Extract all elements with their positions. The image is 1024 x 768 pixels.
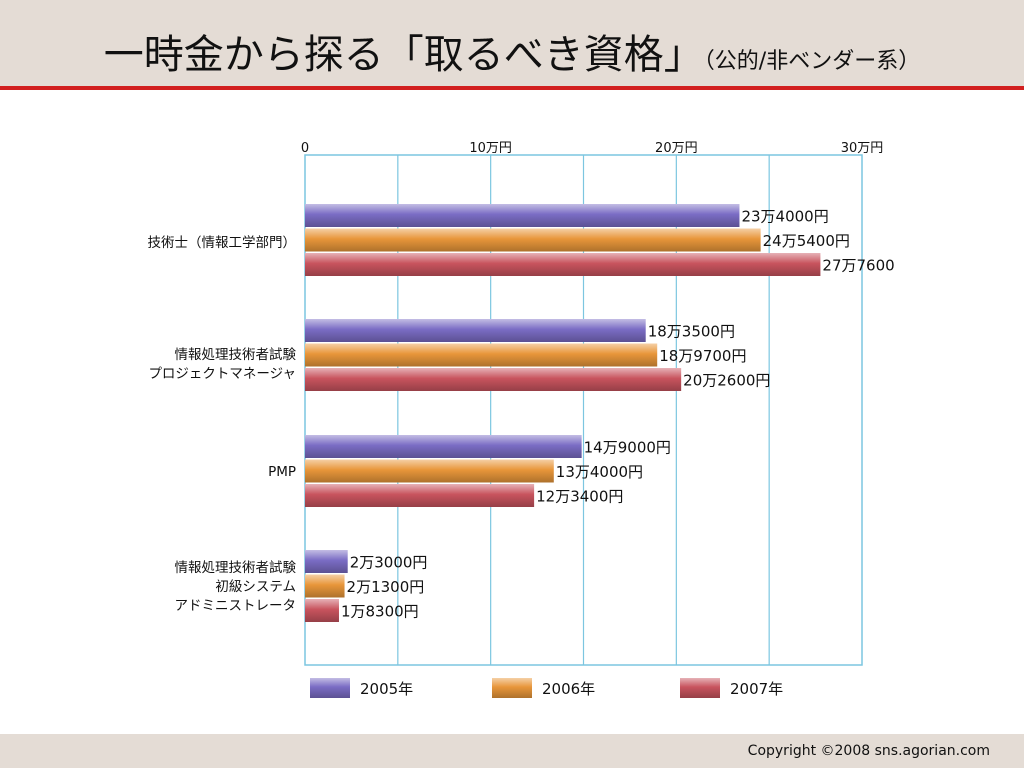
category-label: 技術士（情報工学部門） <box>148 235 297 251</box>
bar <box>305 368 682 391</box>
x-tick-label: 30万円 <box>841 141 884 156</box>
category-label: PMP <box>268 464 296 480</box>
data-label: 23万4000円 <box>741 208 828 226</box>
bar <box>305 435 582 458</box>
data-label: 2万3000円 <box>350 554 428 572</box>
copyright-text: Copyright ©2008 sns.agorian.com <box>747 743 990 759</box>
bar <box>305 204 740 227</box>
legend-swatch <box>680 678 720 698</box>
data-label: 18万3500円 <box>648 323 735 341</box>
title-underline <box>0 86 1024 90</box>
data-label: 12万3400円 <box>536 488 623 506</box>
slide-title-sub: （公的/非ベンダー系） <box>703 49 921 74</box>
bar <box>305 484 535 507</box>
bar <box>305 253 821 276</box>
data-label: 1万8300円 <box>341 603 419 621</box>
x-tick-label: 10万円 <box>469 141 512 156</box>
legend-label: 2006年 <box>542 680 595 698</box>
slide-title: 一時金から探る「取るべき資格」（公的/非ベンダー系） <box>0 22 1024 80</box>
bar <box>305 459 554 483</box>
data-label: 13万4000円 <box>556 463 643 481</box>
legend-label: 2007年 <box>730 680 783 698</box>
slide-title-main: 一時金から探る「取るべき資格」 <box>103 32 704 78</box>
bar <box>305 550 348 573</box>
bar <box>305 574 345 598</box>
x-tick-label: 20万円 <box>655 141 698 156</box>
category-label: 情報処理技術者試験 <box>175 347 297 363</box>
data-label: 27万7600 <box>822 257 894 275</box>
bar <box>305 319 646 342</box>
title-band <box>0 0 1024 86</box>
category-label: アドミニストレータ <box>175 598 297 614</box>
category-label: 情報処理技術者試験 <box>175 560 297 576</box>
category-label: 初級システム <box>215 578 296 595</box>
legend-swatch <box>310 678 350 698</box>
data-label: 20万2600円 <box>683 372 770 390</box>
category-label: プロジェクトマネージャ <box>148 366 296 382</box>
bar <box>305 343 658 367</box>
bar-chart: 0 10万円 20万円 30万円 23万4000円 18万3500円 14万9000円 2万3… <box>148 141 895 698</box>
data-label: 24万5400円 <box>763 232 850 250</box>
bar <box>305 228 761 252</box>
footer-band: Copyright ©2008 sns.agorian.com <box>0 734 1024 768</box>
data-label: 18万9700円 <box>659 347 746 365</box>
legend-label: 2005年 <box>360 680 413 698</box>
x-tick-label: 0 <box>301 141 309 156</box>
data-label: 14万9000円 <box>584 439 671 457</box>
bar <box>305 599 339 622</box>
data-label: 2万1300円 <box>347 578 425 596</box>
legend-swatch <box>492 678 532 698</box>
